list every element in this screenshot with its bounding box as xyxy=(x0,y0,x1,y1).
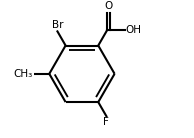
Text: F: F xyxy=(103,117,109,128)
Text: OH: OH xyxy=(125,25,141,35)
Text: O: O xyxy=(104,2,113,11)
Text: Br: Br xyxy=(52,20,63,30)
Text: CH₃: CH₃ xyxy=(13,69,32,79)
